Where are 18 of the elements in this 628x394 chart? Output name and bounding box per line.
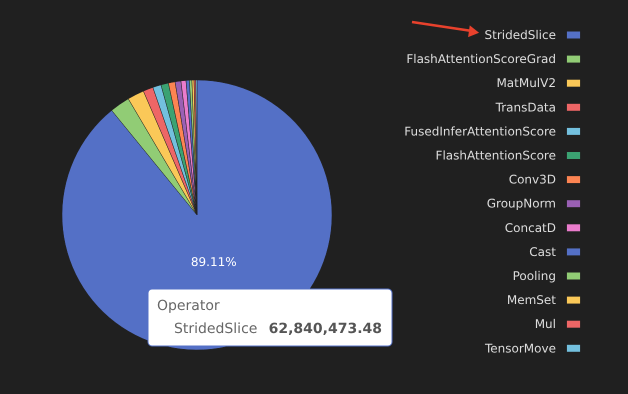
legend-label: TransData — [494, 100, 556, 114]
legend-label: MatMulV2 — [496, 76, 556, 90]
legend-label: StridedSlice — [484, 28, 556, 42]
text: Operator — [157, 298, 220, 314]
legend-label: GroupNorm — [486, 196, 556, 211]
text: 62,840,473.48 — [268, 321, 382, 337]
legend-label: Conv3D — [508, 172, 556, 187]
legend-label: MemSet — [506, 293, 556, 308]
legend-label: Pooling — [512, 269, 556, 283]
legend-label: TensorMove — [484, 341, 556, 356]
legend-label: Cast — [529, 244, 556, 259]
text: StridedSlice — [174, 321, 258, 337]
legend-label: ConcatD — [504, 220, 556, 235]
legend-label: FlashAttentionScoreGrad — [406, 52, 556, 66]
legend-label: Mul — [534, 317, 556, 332]
legend-label: FusedInferAttentionScore — [404, 124, 556, 138]
legend-label: FlashAttentionScore — [436, 148, 556, 162]
data-label: 89.11% — [190, 255, 237, 270]
